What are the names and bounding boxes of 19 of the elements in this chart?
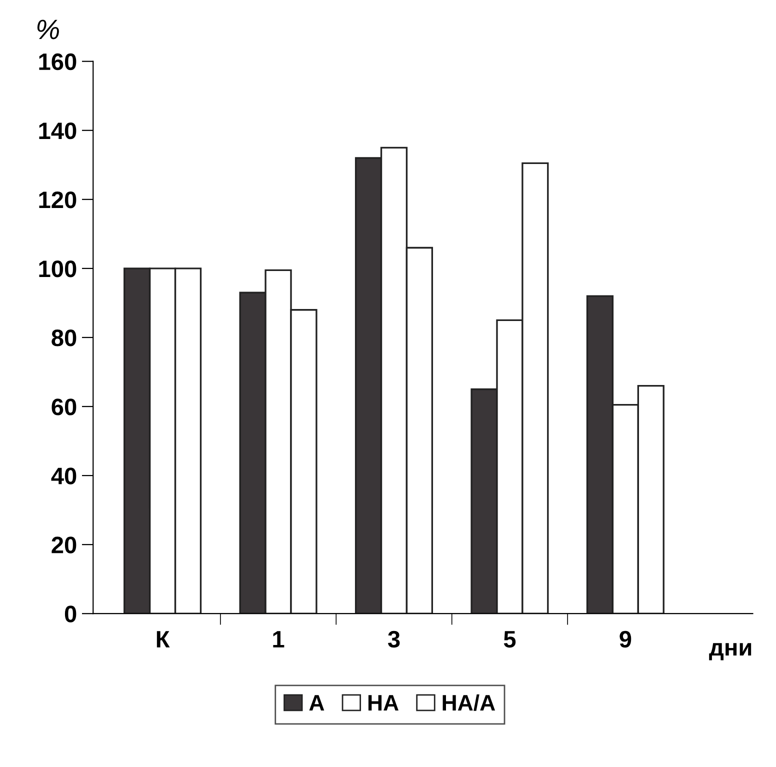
x-tick-label: 3	[388, 630, 400, 648]
y-tick-label: 160	[39, 53, 76, 70]
x-tick-label: 9	[620, 630, 632, 648]
y-tick-label: 120	[39, 191, 76, 208]
legend-label: А	[309, 695, 324, 710]
y-tick-label: 60	[52, 398, 76, 416]
y-axis-title: %	[37, 20, 59, 40]
y-tick-label: 20	[52, 536, 76, 554]
y-tick-label: 0	[64, 606, 76, 622]
y-tick-label: 80	[52, 330, 76, 346]
y-tick-label: 100	[39, 260, 76, 278]
legend-label: НА/А	[442, 694, 496, 711]
x-axis-title: дни	[709, 643, 752, 660]
x-tick-label: К	[156, 631, 170, 648]
x-tick-label: 1	[273, 631, 284, 648]
y-tick-label: 40	[51, 468, 76, 484]
y-tick-label: 140	[39, 122, 76, 140]
x-tick-label: 5	[504, 631, 516, 648]
legend-label: НА	[368, 695, 398, 710]
